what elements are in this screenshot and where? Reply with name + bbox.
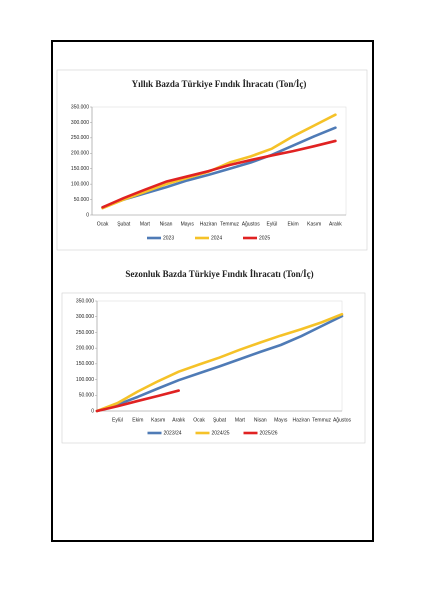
x-tick-label: Aralık (172, 417, 185, 423)
page-frame (51, 40, 374, 542)
legend-label: 2025 (259, 235, 270, 241)
chart-title: Yıllık Bazda Türkiye Fındık İhracatı (To… (132, 79, 307, 89)
x-tick-label: Eylül (266, 221, 277, 227)
x-tick-label: Nisan (254, 417, 267, 423)
x-tick-label: Eylül (112, 417, 123, 423)
legend-label: 2024/25 (212, 430, 230, 436)
legend-label: 2023 (163, 235, 174, 241)
x-tick-label: Şubat (117, 221, 131, 227)
y-tick-label: 350.000 (71, 104, 89, 110)
x-tick-label: Kasım (307, 221, 321, 227)
series-line (95, 312, 344, 413)
y-tick-label: 250.000 (76, 330, 94, 336)
chart-frame (56, 69, 368, 251)
x-tick-label: Ekim (132, 417, 143, 423)
series-line (95, 389, 180, 413)
x-tick-label: Nisan (160, 221, 173, 227)
x-tick-label: Ocak (97, 221, 109, 227)
y-tick-label: 300.000 (76, 314, 94, 320)
y-tick-label: 150.000 (71, 166, 89, 172)
x-tick-label: Mart (140, 221, 151, 227)
y-tick-label: 0 (91, 408, 94, 414)
x-tick-label: Haziran (293, 417, 310, 423)
x-tick-label: Haziran (200, 221, 217, 227)
x-tick-label: Mayıs (181, 221, 195, 227)
series-line (101, 139, 337, 209)
y-tick-label: 200.000 (71, 151, 89, 157)
y-tick-label: 350.000 (76, 298, 94, 304)
x-tick-label: Ağustos (242, 221, 261, 227)
x-tick-label: Mart (235, 417, 246, 423)
y-tick-label: 200.000 (76, 345, 94, 351)
x-tick-label: Şubat (213, 417, 227, 423)
x-tick-label: Ekim (288, 221, 299, 227)
y-tick-label: 0 (86, 212, 89, 218)
x-tick-label: Ağustos (333, 417, 352, 423)
series-line (95, 314, 344, 413)
legend-label: 2025/26 (260, 430, 278, 436)
y-tick-label: 100.000 (76, 377, 94, 383)
y-tick-label: 100.000 (71, 181, 89, 187)
x-tick-label: Ocak (193, 417, 205, 423)
x-tick-label: Mayıs (274, 417, 288, 423)
y-tick-label: 250.000 (71, 135, 89, 141)
x-tick-label: Temmuz (312, 417, 331, 423)
y-tick-label: 50.000 (79, 393, 95, 399)
y-tick-label: 50.000 (74, 197, 90, 203)
x-tick-label: Temmuz (220, 221, 239, 227)
chart-title: Sezonluk Bazda Türkiye Fındık İhracatı (… (125, 269, 313, 279)
legend-label: 2023/24 (164, 430, 182, 436)
x-tick-label: Kasım (151, 417, 165, 423)
y-tick-label: 300.000 (71, 120, 89, 126)
x-tick-label: Aralık (329, 221, 342, 227)
y-tick-label: 150.000 (76, 361, 94, 367)
legend-label: 2024 (211, 235, 222, 241)
